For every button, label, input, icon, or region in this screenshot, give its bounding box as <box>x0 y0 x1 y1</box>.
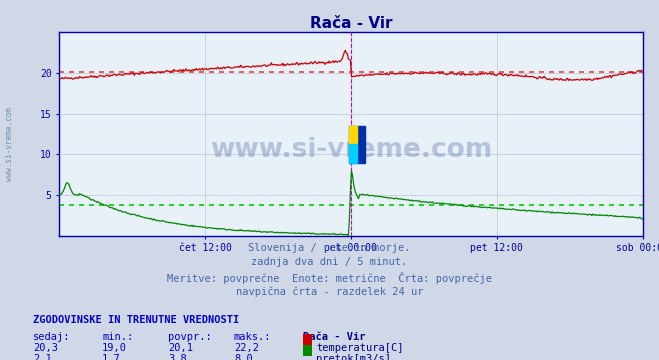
Text: 1,7: 1,7 <box>102 354 121 360</box>
Text: 8,0: 8,0 <box>234 354 252 360</box>
Text: pretok[m3/s]: pretok[m3/s] <box>316 354 391 360</box>
Text: 19,0: 19,0 <box>102 343 127 353</box>
Text: www.si-vreme.com: www.si-vreme.com <box>5 107 14 181</box>
Text: navpična črta - razdelek 24 ur: navpična črta - razdelek 24 ur <box>236 286 423 297</box>
Title: Rača - Vir: Rača - Vir <box>310 16 392 31</box>
Text: Slovenija / reke in morje.: Slovenija / reke in morje. <box>248 243 411 253</box>
Bar <box>349 126 357 144</box>
Text: maks.:: maks.: <box>234 332 272 342</box>
Text: ZGODOVINSKE IN TRENUTNE VREDNOSTI: ZGODOVINSKE IN TRENUTNE VREDNOSTI <box>33 315 239 325</box>
Text: povpr.:: povpr.: <box>168 332 212 342</box>
Text: Meritve: povprečne  Enote: metrične  Črta: povprečje: Meritve: povprečne Enote: metrične Črta:… <box>167 272 492 284</box>
Text: Rača - Vir: Rača - Vir <box>303 332 366 342</box>
Text: 2,1: 2,1 <box>33 354 51 360</box>
Text: 3,8: 3,8 <box>168 354 186 360</box>
Text: sedaj:: sedaj: <box>33 332 71 342</box>
Text: www.si-vreme.com: www.si-vreme.com <box>210 138 492 163</box>
Text: temperatura[C]: temperatura[C] <box>316 343 404 353</box>
Text: 22,2: 22,2 <box>234 343 259 353</box>
Text: zadnja dva dni / 5 minut.: zadnja dva dni / 5 minut. <box>251 257 408 267</box>
Text: min.:: min.: <box>102 332 133 342</box>
Bar <box>349 144 357 163</box>
Text: 20,3: 20,3 <box>33 343 58 353</box>
Text: 20,1: 20,1 <box>168 343 193 353</box>
Bar <box>349 126 366 163</box>
